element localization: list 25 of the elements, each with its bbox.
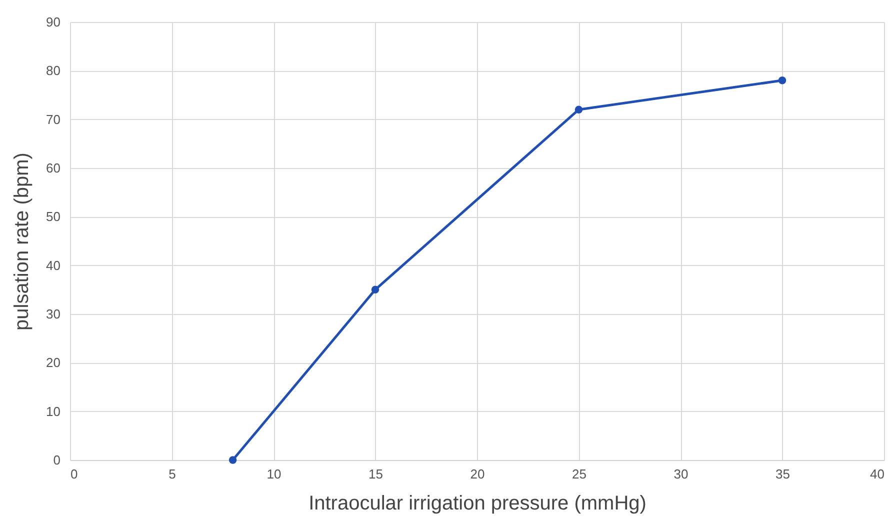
x-tick-label: 5 (168, 466, 176, 482)
x-axis-title: Intraocular irrigation pressure (mmHg) (308, 492, 646, 514)
y-tick-label: 40 (46, 258, 60, 273)
point (371, 286, 380, 294)
y-tick-label: 30 (46, 306, 60, 322)
x-tick-label: 20 (470, 466, 485, 482)
y-tick-label: 20 (46, 355, 60, 370)
y-tick-label: 80 (46, 63, 60, 78)
x-tick-label: 30 (674, 466, 688, 482)
y-tick-label: 50 (46, 209, 60, 224)
x-tick-label: 10 (266, 466, 282, 482)
x-tick-label: 0 (70, 466, 78, 482)
y-tick-label: 10 (46, 404, 60, 419)
x-tick-label: 15 (368, 466, 383, 482)
y-tick-label: 90 (46, 14, 60, 30)
x-tick-label: 40 (870, 466, 884, 482)
y-tick-label: 70 (46, 112, 60, 127)
point (574, 106, 583, 114)
y-tick-label: 0 (53, 452, 60, 468)
point (778, 76, 786, 84)
y-tick-label: 60 (46, 160, 60, 176)
x-tick-label: 35 (776, 466, 790, 482)
point (228, 456, 237, 464)
x-tick-label: 25 (572, 466, 586, 482)
y-axis-title: pulsation rate (bpm) (11, 152, 34, 330)
